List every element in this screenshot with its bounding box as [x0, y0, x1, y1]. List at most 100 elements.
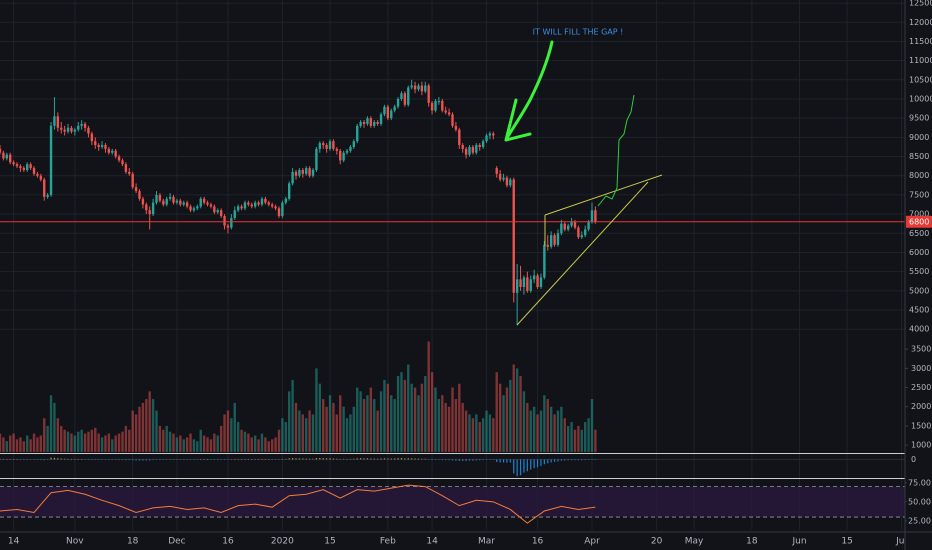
- x-tick-label: 15: [841, 537, 852, 547]
- osc-bar: [152, 459, 154, 461]
- osc-bar: [417, 458, 420, 460]
- candle-body: [165, 198, 168, 205]
- candle-body: [111, 150, 114, 153]
- volume-bar: [5, 441, 8, 452]
- osc-bar: [315, 458, 318, 460]
- candle-body: [155, 194, 158, 203]
- x-tick-label: 2020: [271, 537, 294, 547]
- osc-bar: [438, 459, 440, 460]
- osc-bar: [23, 459, 25, 460]
- candle-body: [87, 127, 90, 134]
- osc-bar: [581, 459, 583, 461]
- candle-body: [407, 87, 410, 105]
- osc-bar: [564, 459, 566, 461]
- osc-bar: [530, 459, 532, 470]
- volume-bar: [148, 391, 151, 452]
- osc-bar: [0, 458, 1, 460]
- candle-body: [383, 106, 386, 115]
- candle-body: [117, 156, 121, 161]
- volume-bar: [87, 431, 90, 452]
- osc-bar: [387, 458, 389, 460]
- candle-body: [100, 145, 104, 147]
- osc-bar: [360, 458, 362, 460]
- volume-bar: [464, 410, 468, 452]
- osc-bar: [237, 459, 239, 460]
- volume-bar: [281, 418, 284, 452]
- volume-bar: [264, 437, 267, 452]
- osc-bar: [295, 458, 297, 460]
- volume-bar: [590, 399, 594, 452]
- candle-body: [175, 200, 179, 203]
- osc-bar: [91, 459, 93, 460]
- volume-bar: [155, 410, 158, 452]
- volume-bar: [114, 435, 117, 452]
- osc-bar: [394, 458, 396, 460]
- volume-bar: [410, 383, 413, 452]
- candle-body: [172, 196, 175, 203]
- candle-body: [5, 154, 8, 159]
- candle-body: [230, 217, 233, 228]
- candle-body: [46, 194, 49, 197]
- volume-tick-label: 2000: [911, 402, 931, 411]
- y-tick-label: 9500: [909, 114, 929, 123]
- volume-tick-label: 1000: [911, 441, 931, 450]
- volume-bar: [451, 387, 454, 452]
- y-tick-label: 11500: [909, 37, 932, 46]
- y-tick-label: 6000: [909, 248, 929, 257]
- volume-bar: [481, 418, 485, 452]
- osc-bar: [213, 459, 215, 460]
- volume-bar: [107, 433, 111, 452]
- volume-bar: [390, 395, 393, 452]
- candle-body: [420, 85, 424, 92]
- candle-body: [536, 275, 539, 288]
- osc-bar: [547, 459, 549, 464]
- volume-bar: [185, 437, 189, 452]
- volume-bar: [573, 429, 577, 452]
- osc-bar: [309, 458, 311, 460]
- volume-bar: [345, 418, 349, 452]
- osc-bar: [475, 459, 477, 461]
- price-line-label: 6800: [909, 217, 929, 226]
- osc-bar: [509, 459, 511, 463]
- candle-body: [369, 118, 373, 126]
- volume-bar: [12, 433, 15, 452]
- y-tick-label: 9000: [909, 133, 929, 142]
- candle-body: [308, 168, 311, 176]
- osc-bar: [274, 459, 277, 460]
- osc-bar: [2, 458, 5, 460]
- oscillator: [0, 457, 905, 477]
- osc-bar: [104, 459, 107, 460]
- osc-bar: [268, 459, 270, 460]
- candle-body: [332, 141, 335, 149]
- volume-tick-label: 3000: [911, 364, 931, 373]
- volume-bar: [223, 414, 226, 452]
- candle-body: [26, 164, 29, 170]
- x-tick-label: 16: [222, 537, 234, 547]
- osc-bar: [169, 459, 171, 460]
- candle-body: [80, 123, 83, 126]
- osc-bar: [560, 459, 562, 461]
- osc-bar: [373, 458, 375, 460]
- y-tick-label: 8500: [909, 152, 929, 161]
- volume-bar: [250, 437, 253, 452]
- x-tick-label: 16: [532, 537, 544, 547]
- candle-body: [9, 154, 12, 163]
- osc-bar: [397, 458, 399, 460]
- volume-bar: [182, 439, 185, 452]
- osc-bar: [485, 459, 488, 460]
- candle-body: [49, 125, 53, 195]
- candle-body: [291, 171, 294, 184]
- osc-bar: [411, 458, 413, 460]
- candle-body: [587, 221, 590, 230]
- volume-bar: [311, 414, 315, 452]
- forecast-path: [597, 94, 635, 207]
- osc-bar: [424, 458, 426, 460]
- candle-body: [475, 145, 478, 153]
- osc-bar: [445, 459, 447, 461]
- candle-body: [158, 194, 162, 201]
- rsi-line: [0, 484, 596, 524]
- volume-bar: [19, 437, 22, 452]
- candle-body: [400, 93, 403, 99]
- volume-bar: [427, 341, 430, 452]
- candle-body: [328, 141, 332, 149]
